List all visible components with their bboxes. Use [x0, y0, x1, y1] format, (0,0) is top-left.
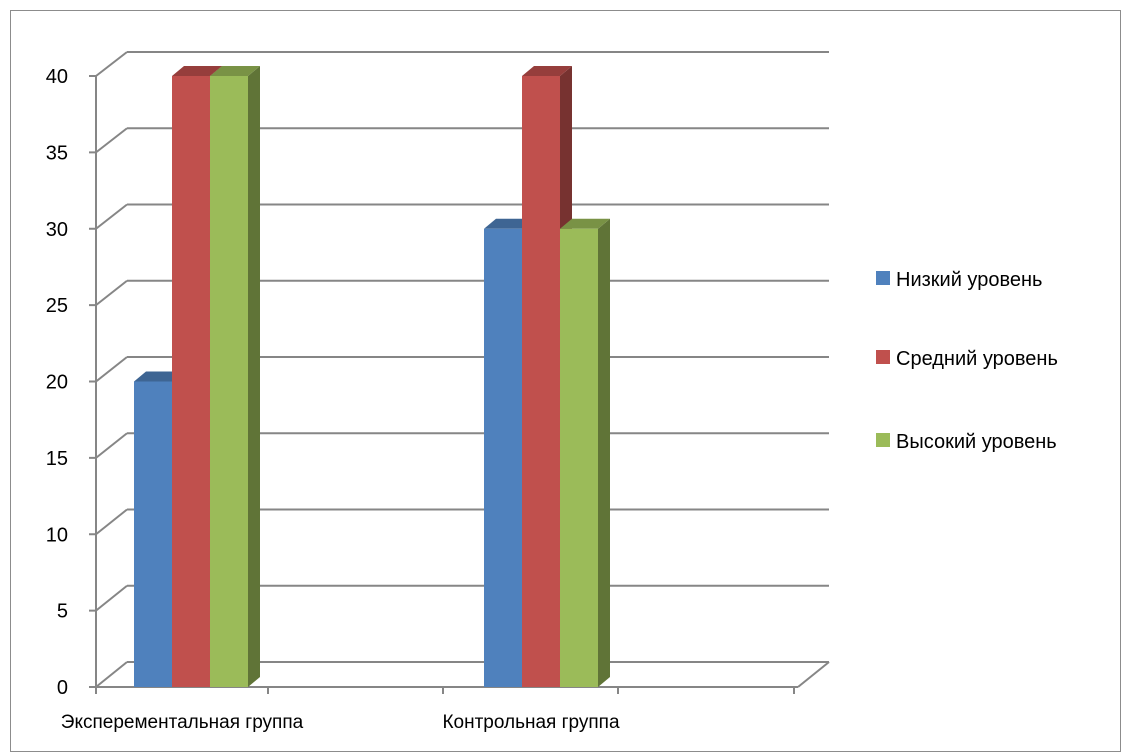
- gridline-connector: [95, 127, 128, 154]
- legend-swatch: [876, 271, 890, 285]
- legend-swatch: [876, 350, 890, 364]
- gridline-connector: [95, 661, 128, 688]
- y-tick-label: 10: [46, 524, 68, 546]
- y-tick-label: 20: [46, 372, 68, 394]
- gridline-connector: [95, 356, 128, 383]
- y-tick-label: 30: [46, 219, 68, 241]
- category-label: Эксперементальная группа: [61, 712, 304, 733]
- legend-label: Средний уровень: [896, 348, 1058, 370]
- bar-top: [134, 371, 184, 382]
- bar-front: [484, 228, 522, 687]
- gridline-connector: [95, 508, 128, 536]
- gridline-connector: [95, 203, 128, 230]
- bar-top: [172, 66, 222, 76]
- category-label: Контрольная группа: [442, 712, 620, 733]
- y-tick-label: 25: [46, 295, 68, 317]
- legend-swatch: [876, 433, 890, 447]
- y-tick-label: 5: [57, 601, 68, 623]
- bar-front: [522, 76, 560, 687]
- legend-label: Низкий уровень: [896, 269, 1042, 291]
- bar-side: [248, 66, 260, 687]
- bar: [560, 218, 610, 687]
- y-tick-label: 35: [46, 142, 68, 164]
- legend-label: Высокий уровень: [896, 431, 1057, 453]
- bar-front: [210, 76, 248, 687]
- bar-front: [172, 76, 210, 687]
- y-tick-label: 15: [46, 448, 68, 470]
- bar-side: [598, 218, 610, 687]
- bar-top: [522, 66, 572, 76]
- y-tick-label: 0: [57, 677, 68, 699]
- gridline-connector: [95, 432, 128, 459]
- bar-front: [560, 228, 598, 687]
- bar-top: [210, 66, 260, 76]
- floor-edge: [797, 661, 830, 688]
- gridline-connector: [95, 279, 128, 306]
- bar-top: [560, 218, 610, 229]
- bar: [210, 66, 260, 687]
- bar-front: [134, 381, 172, 687]
- bar-top: [484, 218, 534, 229]
- gridline-connector: [95, 584, 128, 612]
- y-tick-label: 40: [46, 66, 68, 88]
- gridline-connector: [95, 51, 128, 77]
